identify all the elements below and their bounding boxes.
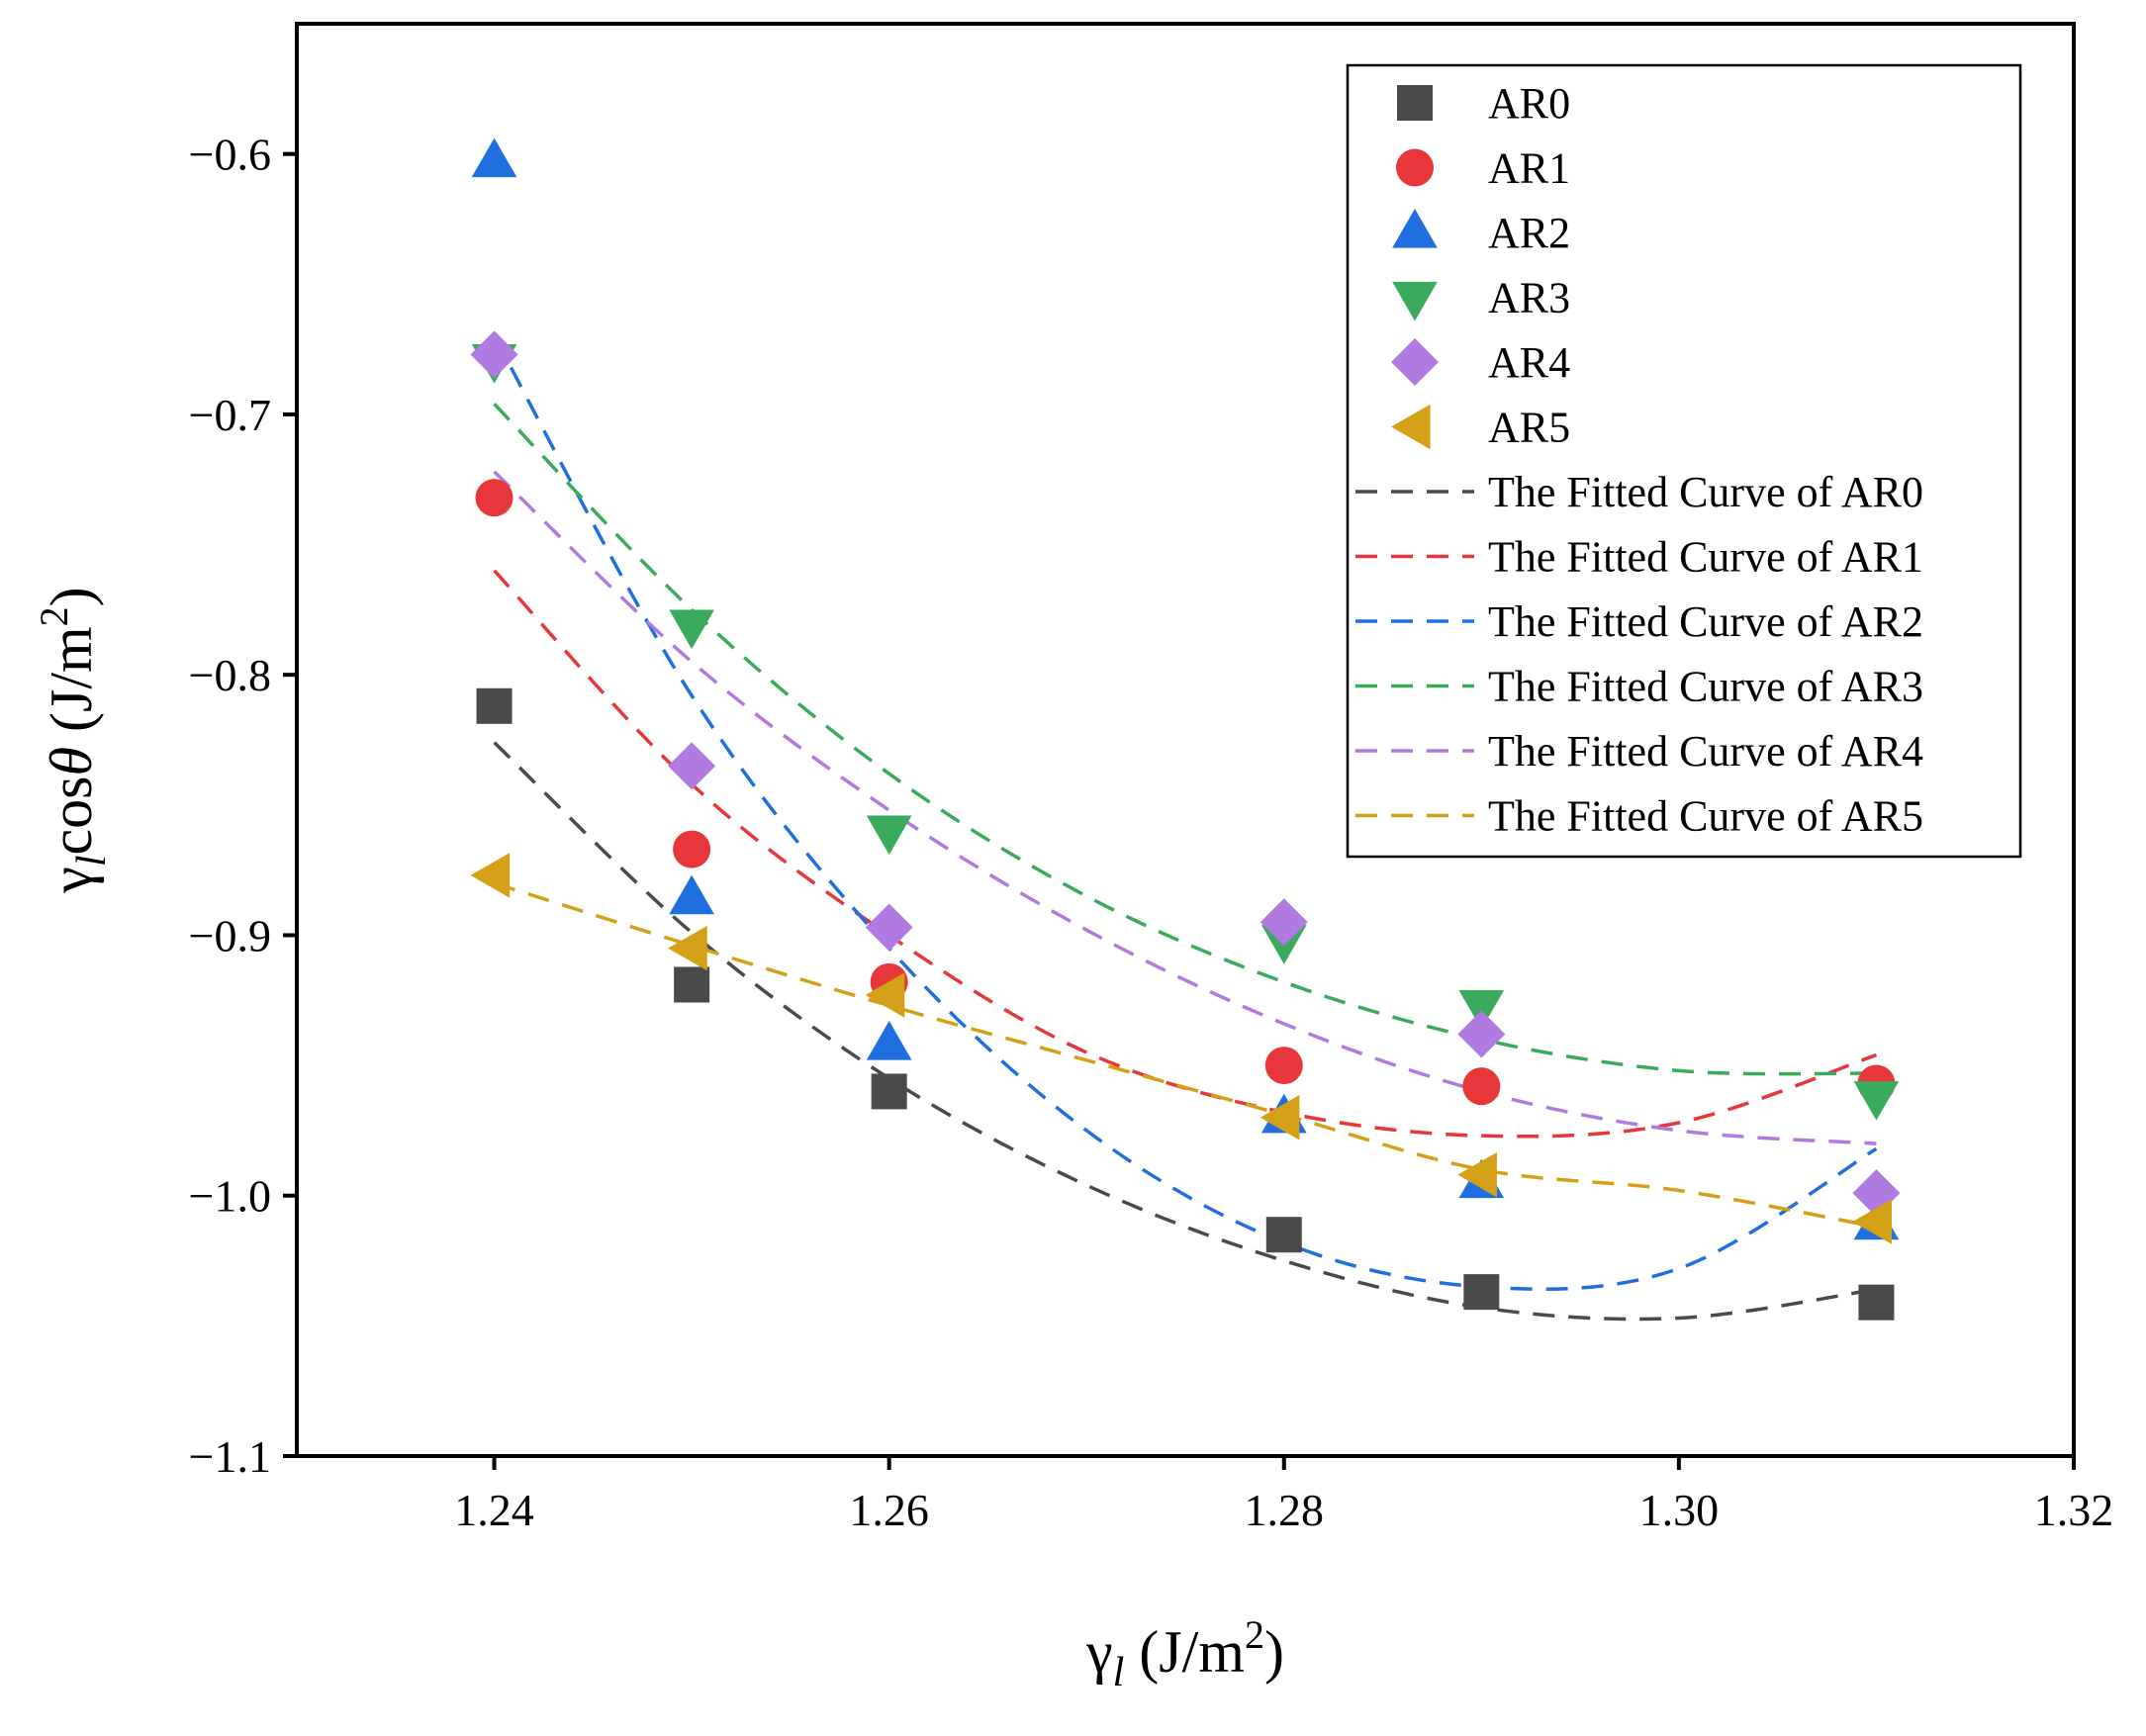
legend-label-ar0: AR0: [1488, 79, 1570, 128]
fitted-curve-ar4: [493, 470, 1877, 1145]
legend-marker-ar1: [1396, 148, 1434, 187]
data-point-ar5: [1457, 1151, 1497, 1198]
fitted-curve-ar5: [494, 881, 1877, 1230]
data-point-ar1: [475, 479, 513, 517]
legend-label-fit-ar4: The Fitted Curve of AR4: [1488, 727, 1923, 776]
legend-marker-ar0: [1397, 85, 1433, 121]
legend-marker-ar5: [1391, 404, 1431, 450]
legend-label-fit-ar3: The Fitted Curve of AR3: [1488, 663, 1923, 711]
y-tick-label: −1.1: [189, 1431, 271, 1482]
data-point-ar4: [865, 903, 913, 952]
y-axis-label: γlcosθ (J/m2): [32, 587, 115, 893]
y-tick-label: −0.8: [189, 650, 271, 700]
legend-label-fit-ar0: The Fitted Curve of AR0: [1488, 468, 1923, 516]
plot-frame: [295, 22, 2076, 1458]
x-axis-label: γl (J/m2): [1085, 1612, 1284, 1695]
data-point-ar0: [1265, 1217, 1302, 1253]
legend-label-fit-ar5: The Fitted Curve of AR5: [1488, 792, 1923, 841]
data-point-ar3: [669, 609, 714, 650]
data-markers: [470, 137, 1901, 1321]
data-point-ar4: [1457, 1010, 1506, 1058]
legend-label-ar5: AR5: [1488, 404, 1570, 452]
data-point-ar0: [1858, 1284, 1895, 1321]
y-tick-label: −0.7: [189, 390, 271, 440]
data-point-ar1: [1462, 1067, 1501, 1106]
data-point-ar5: [1852, 1199, 1893, 1244]
legend-marker-ar3: [1392, 281, 1438, 321]
data-point-ar4: [668, 742, 716, 790]
legend-label-fit-ar1: The Fitted Curve of AR1: [1488, 533, 1923, 582]
legend: AR0 AR1 AR2 AR3 AR4 AR5 The Fitted Curve of AR…: [1346, 63, 2022, 859]
data-point-ar0: [476, 687, 513, 724]
x-tick-label: 1.24: [454, 1485, 534, 1535]
data-point-ar3: [866, 815, 912, 856]
legend-label-fit-ar2: The Fitted Curve of AR2: [1488, 597, 1923, 646]
data-point-ar0: [674, 966, 710, 1003]
fitted-curve-ar2: [493, 335, 1878, 1291]
data-point-ar5: [470, 853, 511, 898]
legend-marker-ar4: [1391, 338, 1439, 386]
data-point-ar0: [1463, 1274, 1500, 1311]
data-point-ar0: [871, 1073, 907, 1110]
data-point-ar3: [1458, 989, 1505, 1030]
legend-marker-ar2: [1392, 209, 1438, 248]
legend-label-ar2: AR2: [1488, 209, 1570, 257]
legend-label-ar3: AR3: [1488, 274, 1570, 322]
x-tick-label: 1.28: [1245, 1485, 1325, 1535]
data-point-ar2: [471, 137, 517, 178]
data-point-ar1: [673, 830, 711, 868]
y-tick-label: −0.6: [189, 130, 271, 180]
legend-box: [1346, 63, 2022, 859]
data-point-ar3: [1853, 1081, 1900, 1121]
legend-label-ar4: AR4: [1488, 338, 1570, 387]
data-point-ar5: [1260, 1094, 1300, 1141]
data-point-ar4: [470, 330, 518, 379]
data-point-ar5: [668, 925, 707, 971]
data-point-ar2: [866, 1021, 912, 1060]
data-point-ar5: [865, 972, 905, 1018]
data-point-ar2: [669, 874, 714, 915]
legend-label-ar1: AR1: [1488, 144, 1570, 193]
fitted-curve-ar0: [493, 741, 1877, 1322]
data-point-ar1: [1264, 1047, 1303, 1085]
data-point-ar4: [1260, 898, 1308, 947]
x-tick-label: 1.32: [2034, 1485, 2114, 1535]
x-tick-label: 1.26: [849, 1485, 929, 1535]
y-tick-label: −1.0: [189, 1171, 271, 1222]
x-tick-label: 1.30: [1639, 1485, 1720, 1535]
y-tick-label: −0.9: [189, 910, 271, 960]
